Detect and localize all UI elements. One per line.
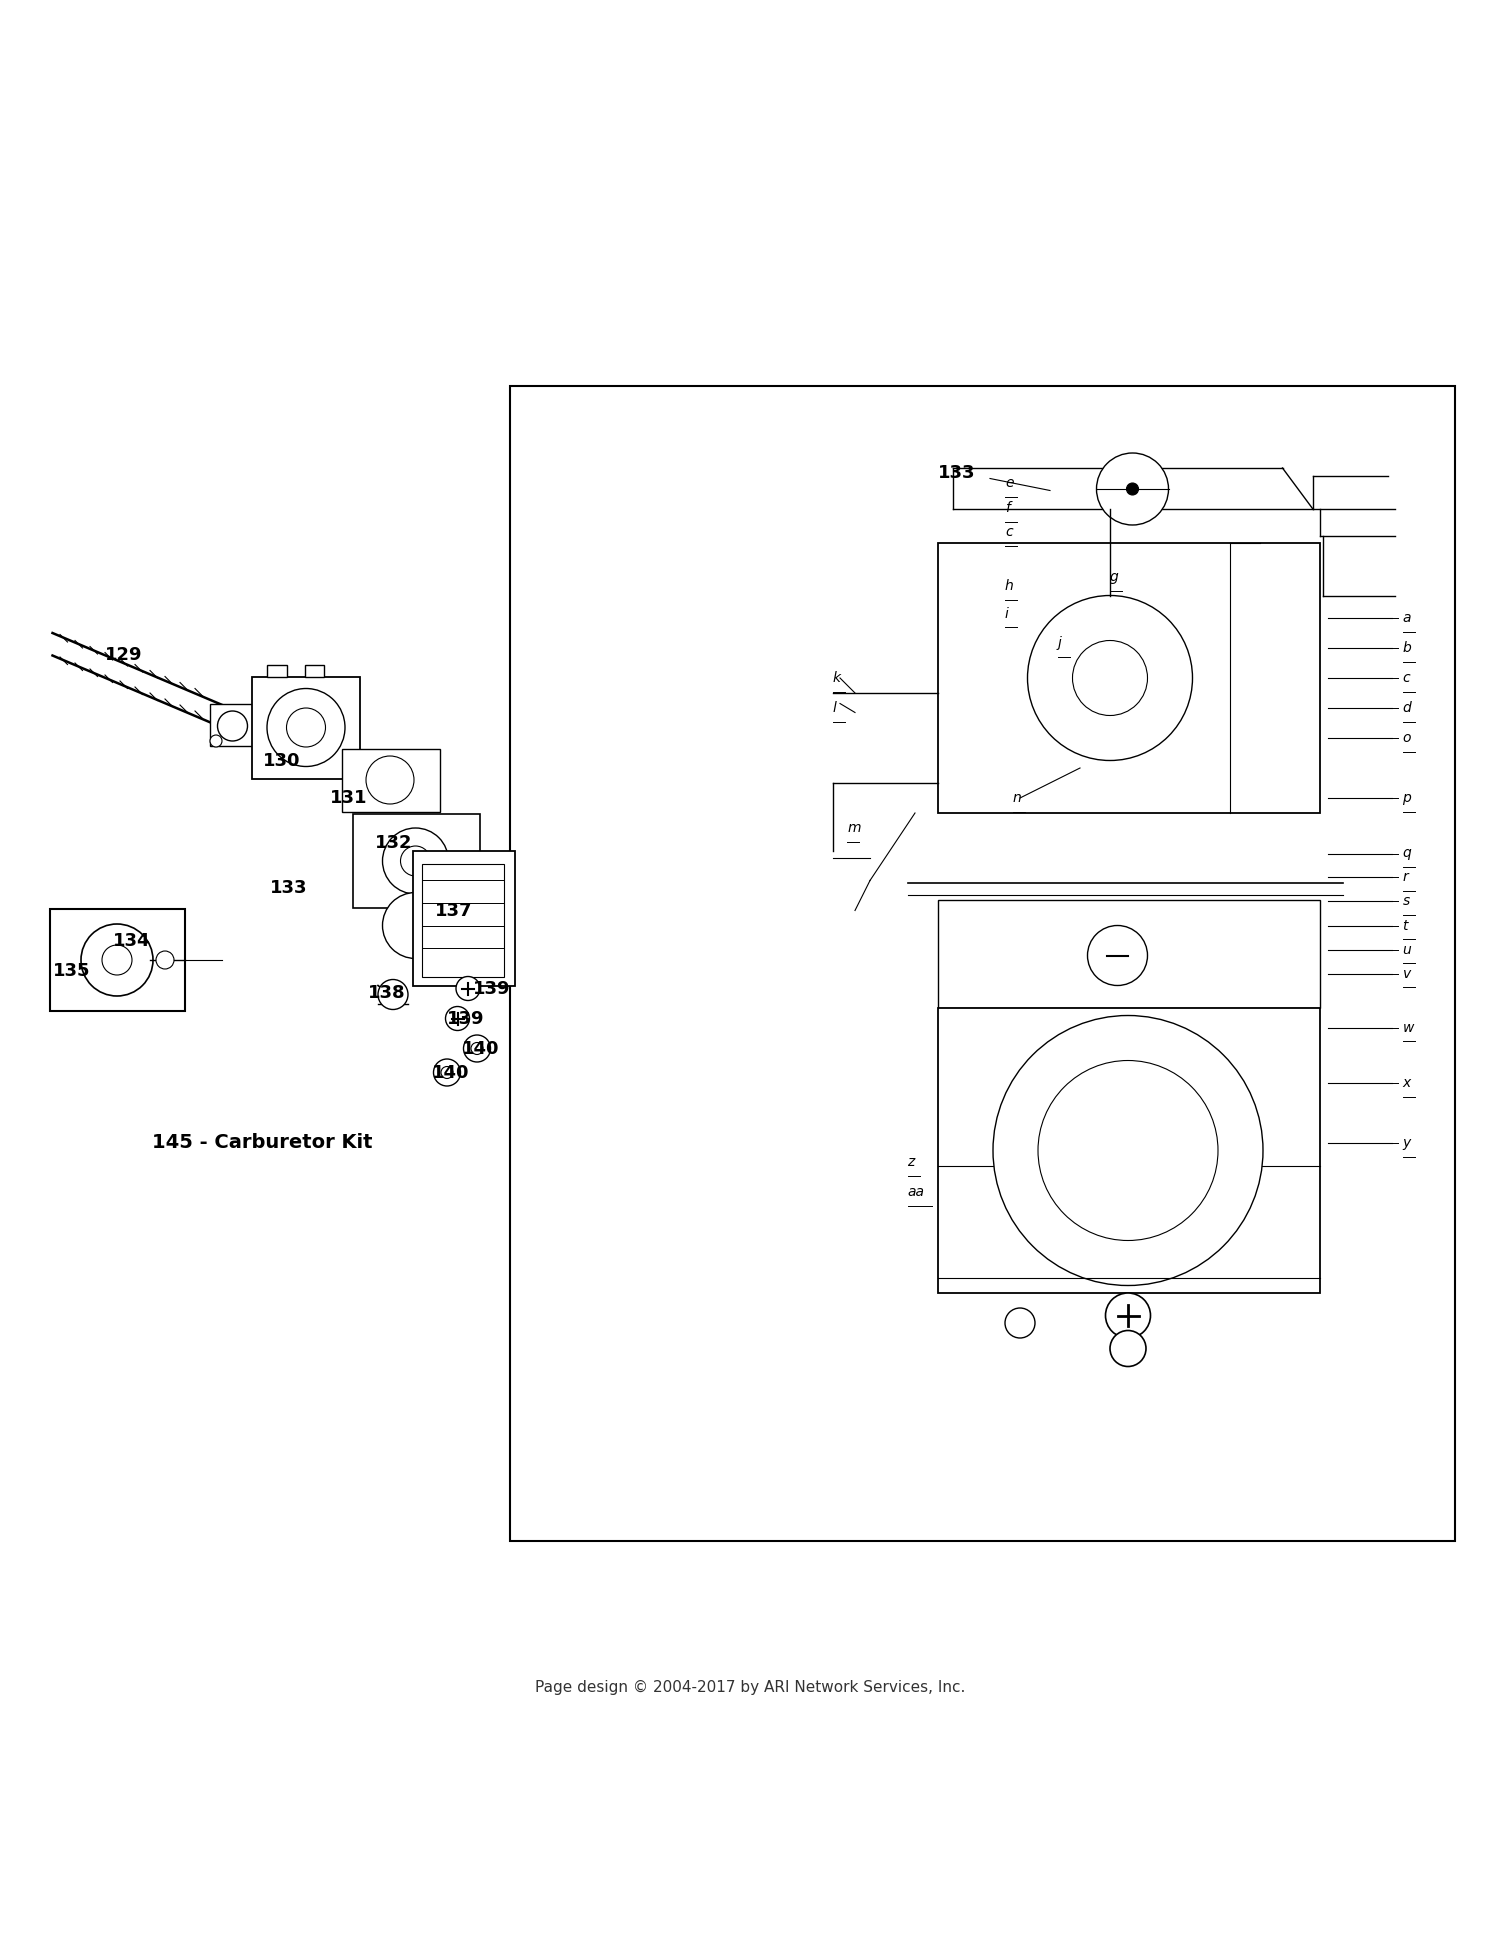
Text: 137: 137 (435, 901, 472, 920)
Circle shape (1028, 596, 1192, 761)
Circle shape (382, 829, 448, 895)
Text: i: i (1005, 606, 1010, 621)
Bar (352, 815, 480, 908)
Bar (342, 749, 439, 811)
Text: 130: 130 (262, 751, 300, 769)
Bar (938, 1007, 1320, 1293)
Text: 132: 132 (375, 835, 413, 852)
Text: m: m (847, 821, 861, 835)
Circle shape (210, 736, 222, 747)
Text: 140: 140 (432, 1064, 470, 1081)
Text: d: d (1402, 701, 1411, 714)
Circle shape (456, 976, 480, 1000)
Text: 135: 135 (53, 961, 90, 980)
Circle shape (1126, 483, 1138, 495)
Bar (50, 908, 184, 1011)
Bar (210, 703, 267, 745)
Circle shape (255, 736, 267, 747)
Text: aa: aa (908, 1186, 924, 1200)
Circle shape (267, 689, 345, 767)
Text: l: l (833, 701, 837, 714)
Bar (422, 864, 504, 976)
Circle shape (1110, 1330, 1146, 1366)
Circle shape (993, 1015, 1263, 1285)
Text: n: n (1013, 792, 1022, 806)
Text: 139: 139 (472, 980, 510, 998)
Bar (510, 386, 1455, 1541)
Text: 139: 139 (447, 1009, 485, 1027)
Bar (413, 850, 515, 986)
Text: w: w (1402, 1021, 1414, 1035)
Text: 129: 129 (105, 646, 142, 664)
Text: r: r (1402, 870, 1408, 885)
Circle shape (382, 893, 448, 959)
Text: 133: 133 (938, 464, 975, 481)
Text: e: e (1005, 476, 1014, 489)
Circle shape (286, 708, 326, 747)
Text: h: h (1005, 580, 1014, 594)
Circle shape (1005, 1308, 1035, 1337)
Text: c: c (1005, 526, 1013, 540)
Text: q: q (1402, 846, 1411, 860)
Circle shape (102, 945, 132, 974)
Circle shape (378, 980, 408, 1009)
Circle shape (1106, 1293, 1150, 1337)
Text: Page design © 2004-2017 by ARI Network Services, Inc.: Page design © 2004-2017 by ARI Network S… (536, 1681, 964, 1694)
Bar (267, 664, 286, 677)
Text: 134: 134 (112, 932, 150, 949)
Circle shape (464, 1035, 490, 1062)
Text: b: b (1402, 641, 1411, 654)
Text: g: g (1110, 571, 1119, 584)
Text: o: o (1402, 732, 1411, 745)
Text: t: t (1402, 918, 1408, 932)
Circle shape (366, 755, 414, 804)
Text: f: f (1005, 501, 1010, 516)
Circle shape (1038, 1060, 1218, 1240)
Circle shape (217, 710, 248, 741)
Circle shape (156, 951, 174, 969)
Circle shape (446, 1007, 470, 1031)
Text: s: s (1402, 895, 1410, 908)
Text: v: v (1402, 967, 1410, 980)
Text: x: x (1402, 1075, 1410, 1091)
Circle shape (81, 924, 153, 996)
Text: 131: 131 (330, 788, 368, 807)
Text: y: y (1402, 1135, 1410, 1149)
Text: 145 - Carburetor Kit: 145 - Carburetor Kit (153, 1134, 372, 1153)
Text: 140: 140 (462, 1040, 500, 1058)
Text: j: j (1058, 637, 1062, 650)
Bar (938, 543, 1320, 813)
Circle shape (400, 846, 430, 875)
Circle shape (1072, 641, 1148, 716)
Text: u: u (1402, 943, 1411, 957)
Text: 133: 133 (270, 879, 308, 897)
Bar (252, 677, 360, 778)
Text: a: a (1402, 611, 1411, 625)
Text: 138: 138 (368, 984, 405, 1002)
Circle shape (441, 1066, 453, 1079)
Bar (938, 901, 1320, 1007)
Circle shape (1096, 452, 1168, 524)
Text: p: p (1402, 792, 1411, 806)
Text: k: k (833, 672, 840, 685)
Bar (304, 664, 324, 677)
Circle shape (433, 1060, 460, 1087)
Text: z: z (908, 1155, 915, 1170)
Circle shape (1088, 926, 1148, 986)
Text: c: c (1402, 672, 1410, 685)
Text: ARI: ARI (690, 774, 1170, 1017)
Circle shape (471, 1042, 483, 1054)
